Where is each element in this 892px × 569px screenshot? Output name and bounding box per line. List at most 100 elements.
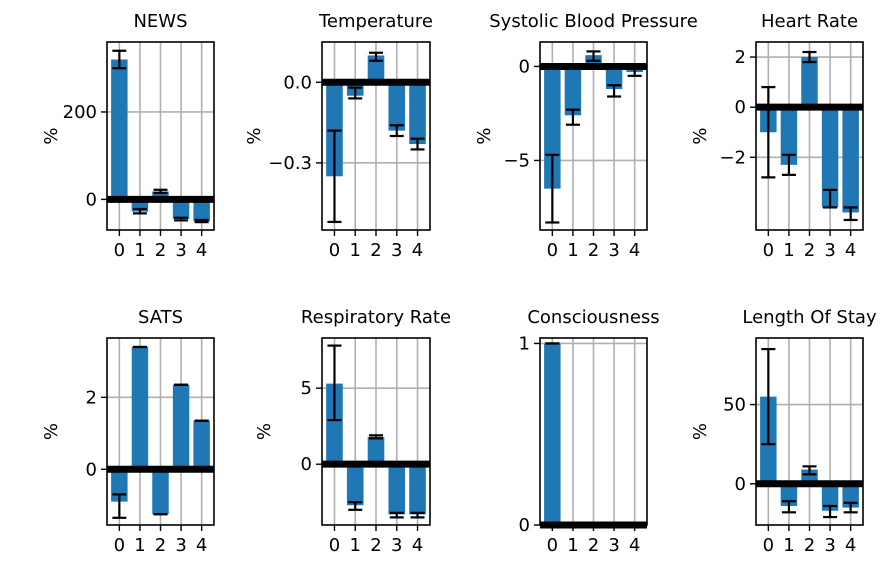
bar-2: [367, 55, 385, 83]
bar-3: [605, 66, 623, 89]
x-tick-label: 2: [370, 535, 381, 556]
bar-1: [780, 107, 798, 165]
bar-0: [326, 82, 343, 177]
y-tick-label: 0: [519, 515, 530, 536]
y-axis-label: %: [254, 423, 275, 440]
x-tick-label: 4: [629, 240, 640, 261]
x-tick-label: 2: [155, 535, 166, 556]
subplot-temperature: 0 1 2 3 4 0.0 −0.3 Temperature%: [244, 11, 433, 261]
bar-0: [544, 66, 561, 189]
chart-title: Length Of Stay: [742, 307, 877, 328]
bar-4: [409, 464, 426, 515]
bar-2: [367, 436, 385, 465]
x-tick-label: 4: [845, 535, 856, 556]
y-tick-label: 5: [301, 378, 312, 399]
y-tick-label: 0: [519, 56, 530, 77]
x-tick-label: 3: [175, 240, 186, 261]
bar-2: [152, 191, 169, 200]
x-tick-label: 1: [350, 535, 361, 556]
bar-3: [821, 483, 839, 511]
y-tick-label: 50: [723, 395, 746, 416]
bar-4: [193, 420, 210, 470]
y-tick-label: 0: [301, 454, 312, 475]
x-tick-label: 0: [763, 535, 774, 556]
chart-title: Heart Rate: [761, 11, 858, 32]
bar-1: [131, 346, 149, 470]
y-axis-label: %: [474, 127, 495, 144]
x-tick-label: 1: [350, 240, 361, 261]
y-tick-label: −0.3: [268, 153, 312, 174]
x-tick-label: 3: [824, 240, 835, 261]
x-tick-label: 4: [629, 535, 640, 556]
x-tick-label: 0: [547, 535, 558, 556]
y-tick-label: 200: [63, 102, 97, 123]
bar-4: [193, 199, 210, 222]
x-tick-label: 1: [783, 535, 794, 556]
y-tick-label: 1: [519, 333, 530, 354]
bar-4: [842, 483, 859, 508]
chart-title: Temperature: [318, 11, 433, 32]
x-tick-label: 3: [391, 240, 402, 261]
y-tick-label: 0: [86, 459, 97, 480]
x-tick-label: 4: [196, 535, 207, 556]
bar-3: [821, 107, 839, 208]
x-tick-label: 2: [588, 535, 599, 556]
bar-3: [388, 82, 406, 131]
x-tick-label: 0: [329, 535, 340, 556]
x-tick-label: 3: [608, 535, 619, 556]
x-tick-label: 4: [196, 240, 207, 261]
bar-4: [842, 107, 859, 213]
x-tick-label: 4: [412, 535, 423, 556]
x-tick-label: 4: [412, 240, 423, 261]
bar-3: [172, 384, 190, 470]
y-tick-label: 0.0: [283, 72, 312, 93]
x-tick-label: 1: [134, 535, 145, 556]
x-tick-label: 2: [804, 535, 815, 556]
y-axis-label: %: [690, 127, 711, 144]
x-tick-label: 3: [175, 535, 186, 556]
y-tick-label: 0: [735, 474, 746, 495]
y-tick-label: 2: [86, 387, 97, 408]
y-tick-label: −5: [503, 150, 530, 171]
bar-3: [172, 199, 190, 220]
x-tick-label: 2: [588, 240, 599, 261]
x-tick-label: 4: [845, 240, 856, 261]
y-tick-label: 2: [735, 47, 746, 68]
bar-0: [111, 59, 128, 200]
x-tick-label: 3: [824, 535, 835, 556]
y-tick-label: 0: [86, 189, 97, 210]
x-tick-label: 0: [329, 240, 340, 261]
x-tick-label: 2: [804, 240, 815, 261]
x-tick-label: 0: [114, 535, 125, 556]
x-tick-label: 2: [155, 240, 166, 261]
bar-3: [388, 464, 406, 515]
y-axis-label: %: [41, 423, 62, 440]
bar-4: [409, 82, 426, 145]
bar-0: [326, 383, 343, 465]
y-axis-label: %: [244, 127, 265, 144]
x-tick-label: 1: [134, 240, 145, 261]
x-tick-label: 0: [114, 240, 125, 261]
bar-2: [152, 469, 169, 515]
chart-title: NEWS: [133, 11, 187, 32]
x-tick-label: 0: [547, 240, 558, 261]
bar-1: [346, 464, 364, 506]
y-tick-label: −2: [719, 147, 746, 168]
x-tick-label: 1: [567, 535, 578, 556]
x-tick-label: 1: [783, 240, 794, 261]
chart-title: Consciousness: [527, 307, 659, 328]
bar-2: [801, 57, 818, 108]
chart-title: Respiratory Rate: [301, 307, 451, 328]
x-tick-label: 3: [391, 535, 402, 556]
y-tick-label: 0: [735, 97, 746, 118]
x-tick-label: 1: [567, 240, 578, 261]
bar-1: [564, 66, 582, 116]
